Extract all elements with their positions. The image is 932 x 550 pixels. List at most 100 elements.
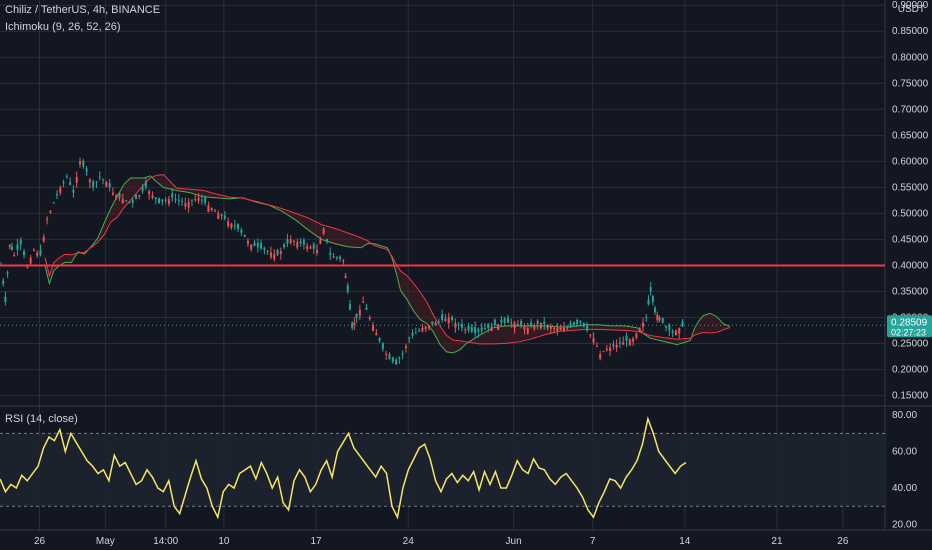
candle-body [115,195,118,200]
candle-body [302,240,305,245]
candle-body [184,203,187,207]
candle-body [576,320,579,325]
candle-body [346,285,349,292]
candle-body [414,332,417,334]
candle-body [658,317,661,321]
candle-body [605,348,608,351]
y-tick-label: 0.75000 [892,78,929,89]
candle-body [312,244,315,249]
candle-body [204,197,207,203]
candle-body [316,249,319,253]
candle-body [52,202,55,204]
candle-body [372,325,375,331]
candle-body [549,326,552,330]
candle-body [250,244,253,250]
candle-body [398,358,401,360]
candle-body [342,260,345,262]
rsi-band [0,433,885,507]
x-tick-label: 14:00 [153,536,178,547]
countdown-timer: 02:27:23 [891,327,926,337]
candle-body [460,323,463,328]
candle-body [227,221,230,227]
candle-body [253,242,256,246]
candle-body [151,195,154,198]
candle-body [246,240,249,244]
candle-body [365,307,368,310]
candle-body [556,327,559,331]
candle-body [444,318,447,322]
candle-body [586,325,589,331]
candle-body [69,181,72,185]
candle-body [344,275,347,278]
candle-body [647,299,650,305]
candle-body [638,327,641,332]
candle-body [46,218,49,220]
candle-body [523,326,526,330]
candle-body [237,224,240,230]
y-tick-label: 0.35000 [892,286,929,297]
candle-body [595,346,598,348]
candle-body [260,242,263,249]
last-price-badge [887,315,932,338]
candle-body [368,317,371,320]
candle-body [609,347,612,351]
candle-body [332,256,335,258]
candle-body [98,176,101,178]
candle-body [121,199,124,204]
candle-body [441,314,444,321]
y-tick-label: 0.85000 [892,26,929,37]
candle-body [625,336,628,341]
leading-span-b [44,174,730,345]
candle-body [161,199,164,202]
candle-body [543,321,546,325]
candle-body [105,182,108,187]
candle-body [102,179,105,181]
candle-body [507,317,510,323]
candle-body [437,321,440,323]
candle-body [381,343,384,349]
candle-body [138,195,141,197]
candle-body [19,240,22,245]
y-tick-label: 0.70000 [892,104,929,115]
y-tick-label: 0.40000 [892,260,929,271]
candle-body [276,250,279,256]
candle-body [187,201,190,208]
candle-body [424,326,427,330]
candle-body [2,280,5,284]
candle-body [618,342,621,344]
rsi-line [0,416,687,520]
candle-body [447,317,450,324]
candle-body [55,194,58,196]
candle-body [654,307,657,313]
candle-body [421,327,424,332]
candle-body [335,257,338,259]
candle-body [516,324,519,327]
ichimoku-legend: Ichimoku (9, 26, 52, 26) [5,21,121,33]
candle-body [148,191,151,195]
candle-body [181,200,184,202]
rsi-tick-label: 60.00 [892,447,917,458]
candle-body [388,354,391,360]
candle-body [42,236,45,242]
candle-body [220,214,223,217]
candle-body [8,244,11,247]
x-tick-label: 21 [771,536,783,547]
candle-body [582,322,585,327]
y-tick-label: 0.50000 [892,208,929,219]
candle-body [490,326,493,332]
rsi-tick-label: 80.00 [892,410,917,421]
candle-body [269,252,272,258]
candle-body [470,326,473,332]
x-tick-label: Jun [506,536,522,547]
x-tick-label: 24 [403,536,415,547]
candle-body [454,322,457,328]
candle-body [464,329,467,331]
x-tick-label: 17 [310,536,322,547]
y-tick-label: 0.20000 [892,365,929,376]
candle-body [592,338,595,343]
candle-body [362,301,365,303]
x-tick-label: 26 [837,536,849,547]
y-tick-label: 0.90000 [892,0,929,11]
candle-body [29,257,32,264]
candle-body [210,208,213,211]
